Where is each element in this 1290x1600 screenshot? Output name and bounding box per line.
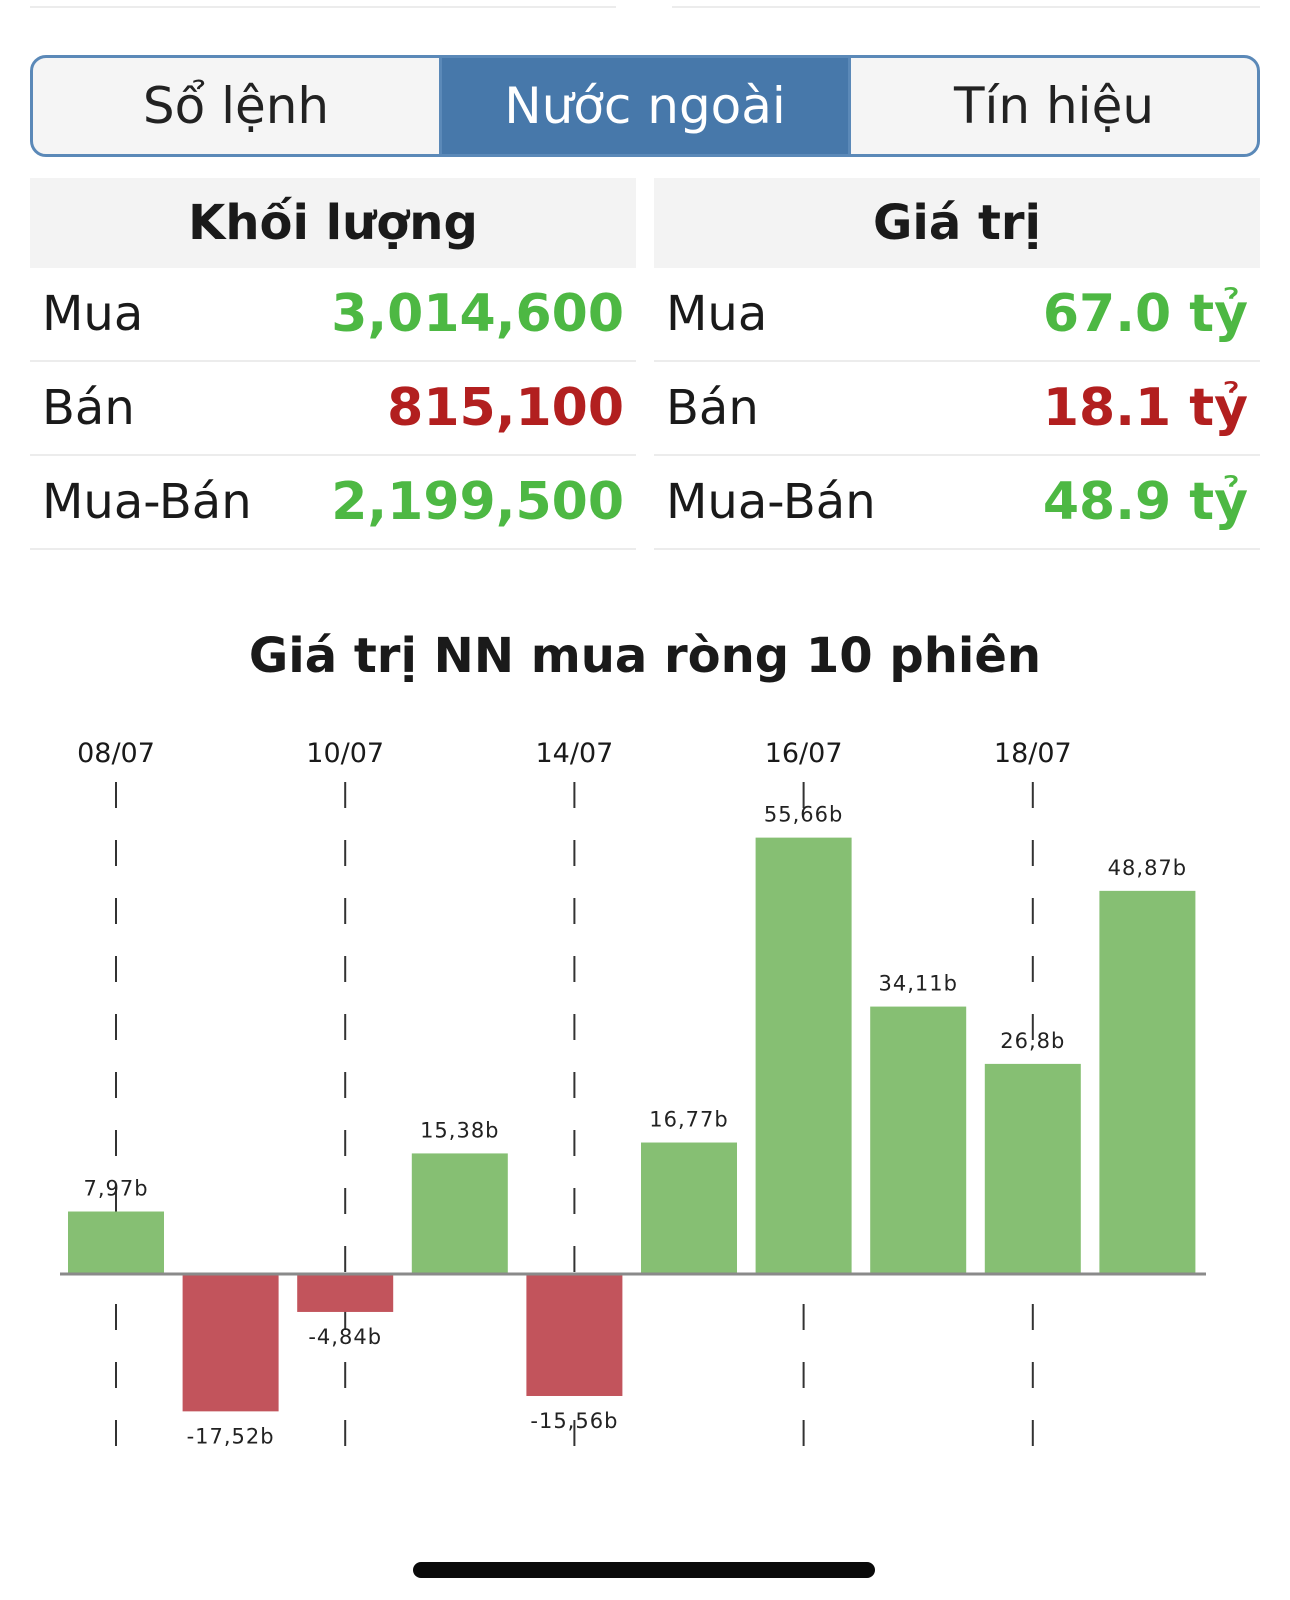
row-label: Mua-Bán [666, 474, 876, 530]
bar [1099, 890, 1196, 1274]
chart-title: Giá trị NN mua ròng 10 phiên [248, 628, 1042, 684]
volume-row-buy: Mua 3,014,600 [30, 268, 636, 362]
volume-header: Khối lượng [30, 178, 636, 268]
row-label: Mua [666, 286, 768, 342]
volume-panel: Khối lượng Mua 3,014,600 Bán 815,100 Mua… [30, 178, 636, 550]
row-value: 3,014,600 [331, 284, 624, 344]
tab-tin-hieu[interactable]: Tín hiệu [848, 58, 1257, 154]
x-tick-label: 18/07 [994, 738, 1072, 769]
x-tick-label: 10/07 [306, 738, 384, 769]
top-divider-left [30, 6, 616, 8]
top-divider-right [672, 6, 1260, 8]
bar [755, 837, 852, 1274]
bar-data-label: 55,66b [764, 803, 843, 827]
bar [641, 1142, 737, 1274]
tab-so-lenh[interactable]: Sổ lệnh [142, 77, 330, 135]
row-value: 48.9 tỷ [1042, 472, 1248, 532]
value-row-sell: Bán 18.1 tỷ [654, 362, 1260, 456]
bar-data-label: -4,84b [308, 1325, 382, 1349]
x-tick-label: 08/07 [77, 738, 155, 769]
net-buy-bar-chart: 08/07 10/07 14/07 16/07 18/07 7,97b -17,52b -4,… [60, 738, 1206, 1455]
home-indicator [413, 1562, 875, 1578]
bar [984, 1063, 1081, 1274]
bar-data-label: 16,77b [649, 1108, 728, 1132]
row-value: 2,199,500 [331, 472, 624, 532]
x-tick-label: 14/07 [535, 738, 613, 769]
row-value: 18.1 tỷ [1042, 378, 1248, 438]
value-panel: Giá trị Mua 67.0 tỷ Bán 18.1 tỷ Mua-Bán … [654, 178, 1260, 550]
bar [68, 1211, 164, 1274]
row-label: Bán [666, 380, 759, 436]
bar-data-label: 15,38b [420, 1118, 499, 1142]
bar-data-label: 48,87b [1108, 856, 1187, 880]
bar [182, 1274, 279, 1412]
bar-data-label: -17,52b [187, 1424, 275, 1448]
volume-row-net: Mua-Bán 2,199,500 [30, 456, 636, 550]
bar-data-label: 7,97b [83, 1177, 148, 1201]
segmented-control: Sổ lệnh Nước ngoài Tín hiệu [30, 55, 1260, 157]
volume-row-sell: Bán 815,100 [30, 362, 636, 456]
row-label: Mua [42, 286, 144, 342]
row-value: 815,100 [387, 378, 624, 438]
value-row-buy: Mua 67.0 tỷ [654, 268, 1260, 362]
row-value: 67.0 tỷ [1042, 284, 1248, 344]
bar-data-label: 26,8b [1000, 1029, 1065, 1053]
row-label: Bán [42, 380, 135, 436]
row-label: Mua-Bán [42, 474, 252, 530]
bar [870, 1006, 967, 1274]
bar-data-label: -15,56b [530, 1409, 618, 1433]
value-header: Giá trị [654, 178, 1260, 268]
bar-data-label: 34,11b [878, 972, 957, 996]
value-row-net: Mua-Bán 48.9 tỷ [654, 456, 1260, 550]
bar [297, 1274, 394, 1312]
bar [411, 1153, 508, 1274]
bar [526, 1274, 623, 1396]
x-tick-label: 16/07 [765, 738, 843, 769]
tab-nuoc-ngoai[interactable]: Nước ngoài [439, 58, 848, 154]
